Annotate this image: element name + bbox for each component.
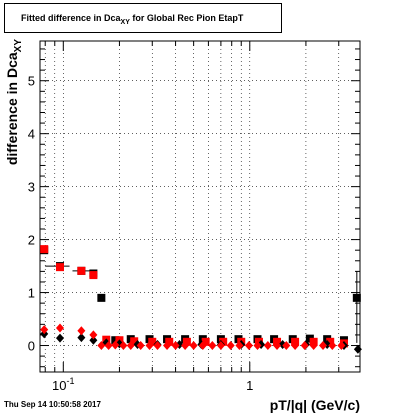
- data-point-diamond: [282, 341, 291, 351]
- data-point-square: [219, 337, 228, 346]
- chart-title: Fitted difference in DcaXY for Global Re…: [21, 13, 244, 26]
- data-point-diamond: [244, 341, 253, 351]
- data-point-square: [89, 271, 98, 280]
- x-tick-label: 10-1: [52, 376, 74, 393]
- timestamp: Thu Sep 14 10:50:58 2017: [4, 400, 101, 409]
- data-point-diamond: [353, 344, 362, 354]
- data-point-diamond: [198, 341, 207, 351]
- x-tick-label: 1: [246, 378, 253, 393]
- data-point-diamond: [55, 333, 64, 343]
- data-point-square: [40, 245, 49, 254]
- data-point-diamond: [153, 341, 162, 351]
- data-point-diamond: [300, 341, 309, 351]
- y-tick-label: 5: [28, 74, 35, 89]
- data-point-diamond: [263, 341, 272, 351]
- y-tick-label: 0: [28, 339, 35, 354]
- data-point-diamond: [136, 341, 145, 351]
- data-point-diamond: [309, 341, 318, 351]
- data-point-diamond: [111, 340, 120, 350]
- data-point-diamond: [119, 341, 128, 351]
- data-point-diamond: [55, 323, 64, 333]
- data-point-square: [201, 337, 210, 346]
- data-point-diamond: [77, 333, 86, 343]
- data-point-diamond: [89, 335, 98, 345]
- data-point-diamond: [226, 341, 235, 351]
- data-point-square: [111, 336, 120, 345]
- data-point-square: [130, 337, 139, 346]
- y-tick-label: 2: [28, 233, 35, 248]
- data-point-diamond: [253, 341, 262, 351]
- y-axis-label: difference in DcaXY: [4, 39, 24, 165]
- plot-frame: [39, 40, 361, 373]
- data-point-diamond: [328, 341, 337, 351]
- data-point-square: [55, 263, 64, 272]
- data-point-diamond: [126, 341, 135, 351]
- data-point-diamond: [171, 341, 180, 351]
- y-tick-label: 3: [28, 180, 35, 195]
- data-point-diamond: [77, 326, 86, 336]
- data-point-diamond: [89, 330, 98, 340]
- data-point-diamond: [319, 341, 328, 351]
- data-point-diamond: [40, 325, 49, 335]
- data-point-diamond: [337, 341, 346, 351]
- data-point-square: [97, 293, 106, 302]
- y-tick-label: 1: [28, 286, 35, 301]
- data-point-diamond: [181, 341, 190, 351]
- data-point-square: [182, 337, 191, 346]
- data-point-square: [254, 337, 263, 346]
- data-point-diamond: [104, 341, 113, 351]
- data-point-square: [165, 337, 174, 346]
- data-point-square: [148, 337, 157, 346]
- data-point-diamond: [235, 341, 244, 351]
- data-point-square: [352, 293, 361, 302]
- data-point-diamond: [189, 341, 198, 351]
- data-point-diamond: [145, 341, 154, 351]
- data-point-diamond: [208, 341, 217, 351]
- data-point-diamond: [216, 341, 225, 351]
- data-point-square: [326, 337, 335, 346]
- data-point-diamond: [273, 341, 282, 351]
- data-point-diamond: [291, 341, 300, 351]
- chart-title-box: Fitted difference in DcaXY for Global Re…: [4, 3, 282, 33]
- data-point-diamond: [97, 341, 106, 351]
- data-point-square: [77, 266, 86, 275]
- x-axis-label: pT/|q| (GeV/c): [270, 397, 360, 413]
- y-tick-label: 4: [28, 127, 35, 142]
- data-point-diamond: [163, 341, 172, 351]
